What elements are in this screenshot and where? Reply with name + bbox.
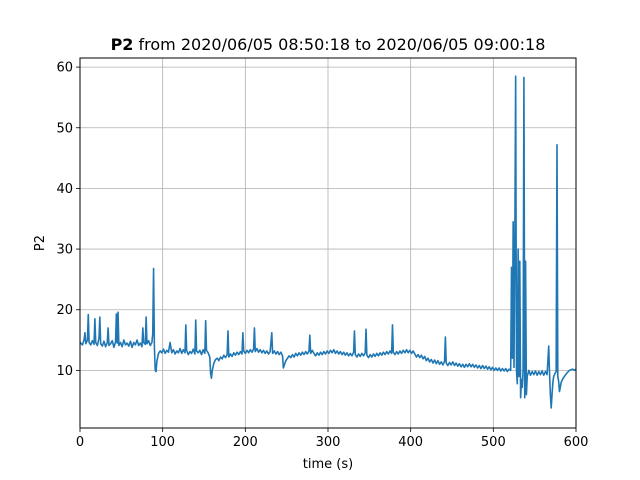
y-axis-ticks: 10 20 30 40 50 60 <box>56 61 80 379</box>
chart-title: P2 from 2020/06/05 08:50:18 to 2020/06/0… <box>111 35 546 54</box>
x-tick-label: 100 <box>150 435 175 450</box>
y-tick-label: 50 <box>56 121 73 136</box>
y-tick-label: 40 <box>56 182 73 197</box>
x-tick-label: 400 <box>398 435 423 450</box>
x-axis-ticks: 0 100 200 300 400 500 600 <box>76 428 589 450</box>
y-tick-label: 20 <box>56 303 73 318</box>
x-tick-label: 300 <box>316 435 341 450</box>
x-tick-label: 200 <box>233 435 258 450</box>
x-tick-label: 600 <box>564 435 589 450</box>
chart-title-rest: from 2020/06/05 08:50:18 to 2020/06/05 0… <box>133 35 545 54</box>
y-axis-label: P2 <box>33 235 48 251</box>
y-tick-label: 60 <box>56 61 73 76</box>
y-tick-label: 10 <box>56 364 73 379</box>
x-tick-label: 500 <box>481 435 506 450</box>
grid-lines <box>79 58 577 428</box>
y-tick-label: 30 <box>56 243 73 258</box>
x-tick-label: 0 <box>76 435 84 450</box>
plot-area <box>79 75 577 409</box>
chart-title-bold: P2 <box>111 35 134 54</box>
x-axis-label: time (s) <box>303 457 353 472</box>
series-line-p2 <box>79 75 577 409</box>
